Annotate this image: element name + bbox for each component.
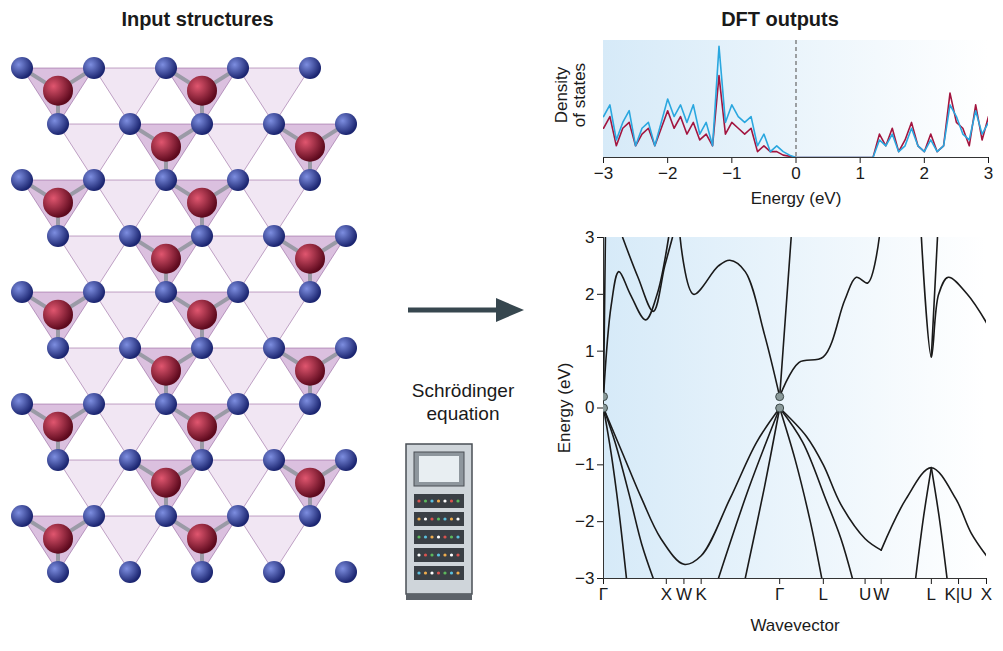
svg-text:0: 0 (791, 164, 800, 183)
svg-text:Energy (eV): Energy (eV) (751, 189, 842, 208)
svg-text:−1: −1 (722, 164, 741, 183)
svg-text:3: 3 (585, 228, 594, 247)
svg-text:0: 0 (585, 398, 594, 417)
svg-text:Wavevector: Wavevector (750, 616, 839, 635)
svg-text:1: 1 (585, 342, 594, 361)
svg-text:W: W (873, 585, 889, 604)
svg-text:Γ: Γ (775, 585, 784, 604)
svg-text:K: K (695, 585, 707, 604)
html-text:DFT outputs: DFT outputs (721, 8, 839, 30)
svg-text:U: U (859, 585, 871, 604)
html-text:Input structures: Input structures (121, 8, 274, 30)
svg-text:−3: −3 (575, 569, 594, 588)
svg-text:−3: −3 (594, 164, 613, 183)
svg-text:2: 2 (920, 164, 929, 183)
svg-text:−2: −2 (658, 164, 677, 183)
svg-text:1: 1 (855, 164, 864, 183)
svg-text:Energy (eV): Energy (eV) (555, 363, 574, 454)
svg-text:−2: −2 (575, 512, 594, 531)
svg-text:X: X (981, 585, 992, 604)
svg-text:L: L (927, 585, 936, 604)
svg-text:L: L (819, 585, 828, 604)
svg-text:K|U: K|U (945, 585, 973, 604)
svg-text:−1: −1 (575, 455, 594, 474)
svg-text:Γ: Γ (599, 585, 608, 604)
svg-text:3: 3 (984, 164, 993, 183)
svg-text:W: W (676, 585, 692, 604)
svg-text:X: X (661, 585, 672, 604)
html-text:Density of states: Density of states (552, 62, 589, 128)
svg-text:2: 2 (585, 285, 594, 304)
html-text:Schrödinger equation: Schrödinger equation (411, 380, 515, 424)
